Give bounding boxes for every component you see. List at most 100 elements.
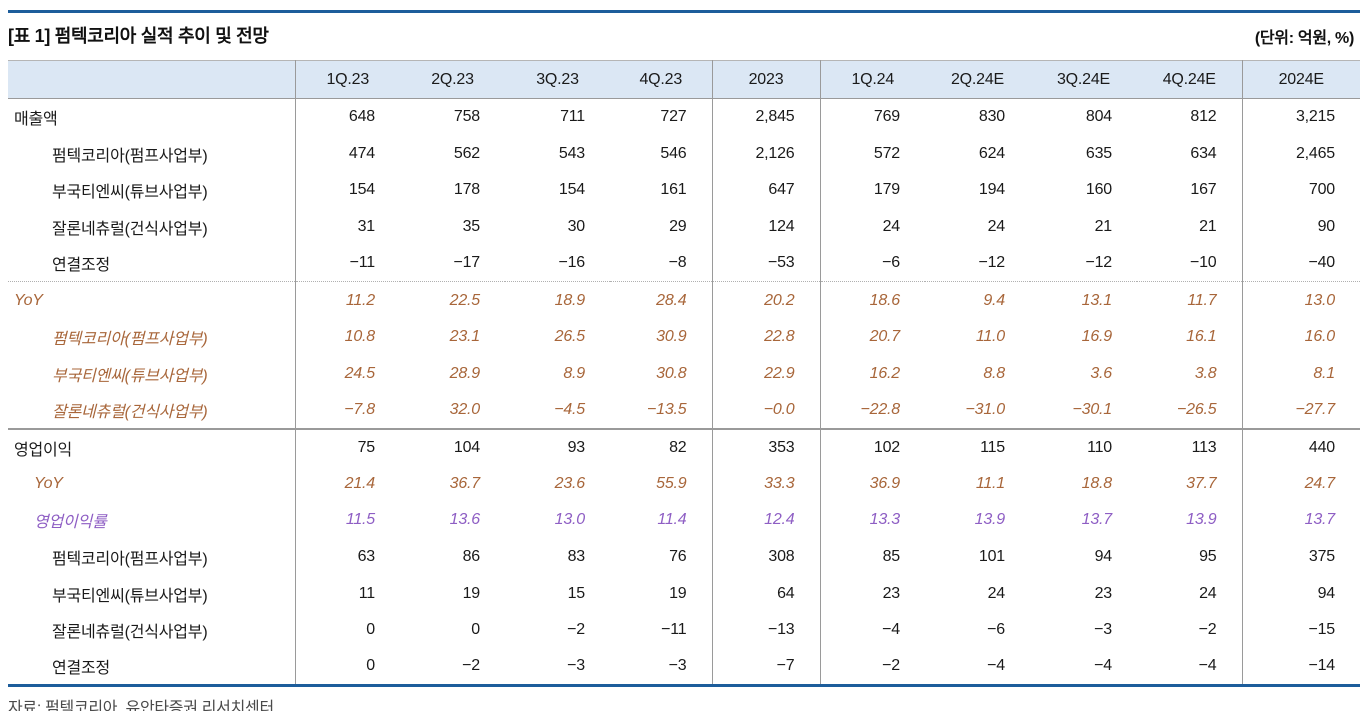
column-header: 2Q.24E: [925, 60, 1030, 99]
value-cell: 13.1: [1081, 291, 1113, 309]
value-cell: −13: [712, 612, 821, 649]
value-cell: −3: [1094, 621, 1112, 639]
value-cell: 562: [453, 144, 480, 162]
value-cell: −2: [1137, 612, 1243, 649]
value-cell: −16: [505, 245, 610, 283]
value-cell: 94: [1317, 584, 1336, 602]
value-cell: −31.0: [925, 392, 1030, 430]
value-cell: −30.1: [1030, 392, 1137, 430]
value-cell: 812: [1137, 98, 1243, 136]
row-label: 펌텍코리아(펌프사업부): [8, 135, 296, 172]
value-cell: 23: [882, 584, 901, 602]
row-label: 잘론네츄럴(건식사업부): [8, 392, 296, 430]
value-cell: 23.6: [554, 474, 586, 492]
column-header: 2Q.23: [400, 60, 505, 99]
column-header: 4Q.24E: [1137, 60, 1243, 99]
value-cell: 124: [712, 208, 821, 246]
value-cell: 10.8: [344, 327, 376, 345]
value-cell: 9.4: [983, 291, 1005, 309]
value-cell: 30: [567, 217, 586, 235]
value-cell: 769: [873, 108, 900, 126]
value-cell: 804: [1085, 108, 1112, 126]
value-cell: 19: [462, 584, 481, 602]
table-row: YoY 21.4 36.7 23.6 55.9 33.3 36.9 11.1 18.8 37.7 2…: [8, 465, 1360, 503]
value-cell: −12: [1030, 245, 1137, 283]
value-cell: 30.8: [610, 355, 713, 392]
value-cell: 32.0: [400, 392, 505, 430]
row-label: 연결조정: [8, 245, 296, 283]
value-cell: 102: [873, 438, 900, 456]
value-cell: 93: [567, 438, 586, 456]
value-cell: 2,465: [1295, 144, 1335, 162]
value-cell: 375: [1308, 548, 1335, 566]
value-cell: 0: [366, 657, 375, 675]
table-row: 연결조정 0 −2 −3 −3 −7 −2 −4 −4 −4 −14: [8, 648, 1360, 686]
results-table: 1Q.23 2Q.23 3Q.23 4Q.23 2023 1Q.24 2Q.24E 3Q.24…: [8, 60, 1360, 687]
table-row: 연결조정 −11 −17 −16 −8 −53 −6 −12 −12 −10 −40: [8, 245, 1360, 283]
value-cell: 758: [453, 108, 480, 126]
value-cell: −12: [925, 245, 1030, 283]
value-cell: −4: [1094, 657, 1112, 675]
value-cell: 22.8: [712, 318, 821, 356]
top-divider-rule: [8, 10, 1360, 13]
value-cell: 700: [1308, 181, 1335, 199]
value-cell: 8.1: [1313, 364, 1335, 382]
value-cell: −17: [400, 245, 505, 283]
column-header: 2023: [712, 60, 821, 99]
value-cell: −26.5: [1137, 392, 1243, 430]
value-cell: −10: [1137, 245, 1243, 283]
value-cell: −11: [295, 245, 400, 283]
value-cell: 24.7: [1304, 474, 1336, 492]
value-cell: 3.6: [1090, 364, 1112, 382]
table-row: 펌텍코리아(펌프사업부) 63 86 83 76 308 85 101 94 95 375: [8, 538, 1360, 576]
column-header: 1Q.23: [295, 60, 400, 99]
value-cell: 20.7: [869, 327, 901, 345]
value-cell: −4: [882, 621, 900, 639]
value-cell: −2: [567, 621, 585, 639]
row-label: 잘론네츄럴(건식사업부): [8, 612, 296, 649]
value-cell: 16.2: [869, 364, 901, 382]
value-cell: −6: [820, 245, 925, 283]
value-cell: 179: [873, 181, 900, 199]
value-cell: 83: [567, 548, 586, 566]
row-label-column-header: [8, 60, 296, 99]
source-note: 자료: 펌텍코리아, 유안타증권 리서치센터: [8, 700, 274, 711]
row-label: 부국티엔씨(튜브사업부): [8, 355, 296, 392]
column-header: 3Q.24E: [1030, 60, 1137, 99]
value-cell: 23.1: [449, 327, 481, 345]
value-cell: 33.3: [712, 465, 821, 503]
table-row: 펌텍코리아(펌프사업부) 474 562 543 546 2,126 572 624 635 63…: [8, 135, 1360, 172]
value-cell: 13.3: [869, 511, 901, 529]
value-cell: 64: [712, 575, 821, 613]
value-cell: 634: [1137, 135, 1243, 172]
value-cell: 11: [358, 584, 375, 602]
table-row: 잘론네츄럴(건식사업부) 0 0 −2 −11 −13 −4 −6 −3 −2 −15: [8, 612, 1360, 649]
table-row: 매출액 648 758 711 727 2,845 769 830 804 812 3,215: [8, 98, 1360, 136]
value-cell: 22.9: [712, 355, 821, 392]
value-cell: −4: [1137, 648, 1243, 686]
table-row: 잘론네츄럴(건식사업부) −7.8 32.0 −4.5 −13.5 −0.0 −22.8 −3…: [8, 392, 1360, 430]
row-label: YoY: [8, 281, 296, 319]
header-row: 1Q.23 2Q.23 3Q.23 4Q.23 2023 1Q.24 2Q.24E 3Q.24…: [8, 60, 1360, 99]
table-row: 영업이익률 11.5 13.6 13.0 11.4 12.4 13.3 13.9 13.7 13.…: [8, 502, 1360, 539]
value-cell: 104: [453, 438, 480, 456]
value-cell: 11.5: [345, 511, 375, 529]
table-header: 1Q.23 2Q.23 3Q.23 4Q.23 2023 1Q.24 2Q.24E 3Q.24…: [8, 60, 1360, 99]
value-cell: 82: [610, 428, 713, 466]
value-cell: 572: [873, 144, 900, 162]
row-label: 펌텍코리아(펌프사업부): [8, 538, 296, 576]
value-cell: 830: [978, 108, 1005, 126]
value-cell: −22.8: [820, 392, 925, 430]
column-header: 3Q.23: [505, 60, 610, 99]
value-cell: 113: [1137, 428, 1243, 466]
value-cell: 23: [1094, 584, 1113, 602]
value-cell: 8.9: [563, 364, 585, 382]
table-row: 영업이익 75 104 93 82 353 102 115 110 113 440: [8, 428, 1360, 466]
page-title: [표 1] 펌텍코리아 실적 추이 및 전망: [8, 26, 269, 46]
row-label: YoY: [8, 465, 296, 503]
value-cell: 29: [610, 208, 713, 246]
table-row: 부국티엔씨(튜브사업부) 11 19 15 19 64 23 24 23 24 94: [8, 575, 1360, 613]
value-cell: 20.2: [712, 281, 821, 319]
value-cell: 26.5: [554, 327, 586, 345]
